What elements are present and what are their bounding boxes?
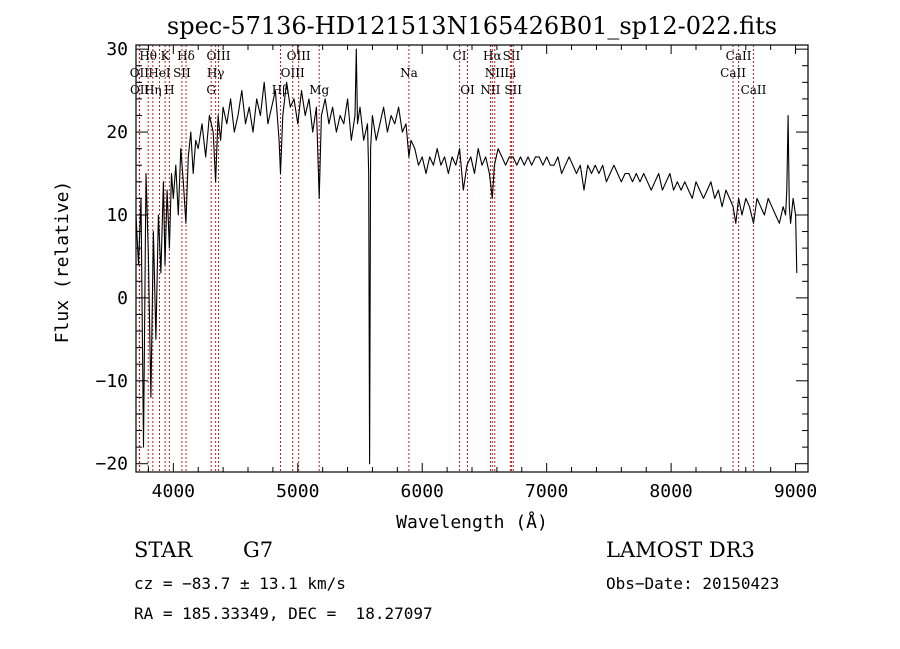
marker-label-17: CaII xyxy=(720,66,746,80)
y-tick-label-1: −10 xyxy=(95,371,128,392)
y-tick-label-4: 20 xyxy=(106,122,128,143)
marker-label-15: NII xyxy=(485,66,505,80)
coordinates: RA = 185.33349, DEC = 18.27097 xyxy=(134,604,433,623)
obs-date: Obs−Date: 20150423 xyxy=(606,574,780,593)
marker-label-19: Hη xyxy=(144,83,162,97)
object-subclass: G7 xyxy=(243,538,274,562)
x-tick-label-0: 4000 xyxy=(152,481,195,502)
marker-label-10: HeI xyxy=(148,66,171,80)
marker-label-0: Hθ xyxy=(139,49,157,63)
marker-label-20: H xyxy=(164,83,174,97)
marker-label-21: G xyxy=(206,83,216,97)
marker-label-24: OI xyxy=(460,83,475,97)
marker-label-2: Hδ xyxy=(177,49,195,63)
x-tick-label-1: 5000 xyxy=(276,481,319,502)
marker-label-8: CaII xyxy=(726,49,752,63)
x-tick-label-5: 9000 xyxy=(774,481,817,502)
axis-ticks: 4000 5000 6000 7000 8000 9000 −20 −10 0 10 20 30 xyxy=(95,39,817,502)
plot-frame xyxy=(135,44,809,473)
y-tick-label-2: 0 xyxy=(117,288,128,309)
marker-label-18: OII xyxy=(130,83,150,97)
object-class: STAR xyxy=(134,538,193,562)
y-tick-label-3: 10 xyxy=(106,205,128,226)
marker-label-6: Hα xyxy=(483,49,502,63)
x-tick-label-2: 6000 xyxy=(401,481,444,502)
marker-label-7: SII xyxy=(503,49,521,63)
marker-label-12: Hγ xyxy=(207,66,225,80)
marker-label-4: OIII xyxy=(287,49,311,63)
chart-title: spec-57136-HD121513N165426B01_sp12-022.f… xyxy=(167,12,777,40)
marker-label-27: CaII xyxy=(741,83,767,97)
marker-label-23: Mg xyxy=(309,83,329,97)
y-tick-label-0: −20 xyxy=(95,454,128,475)
x-tick-label-3: 7000 xyxy=(525,481,568,502)
marker-label-14: Na xyxy=(400,66,418,80)
marker-label-11: SII xyxy=(173,66,191,80)
marker-label-3: OIII xyxy=(206,49,230,63)
marker-label-26: SII xyxy=(504,83,522,97)
x-axis-label: Wavelength (Å) xyxy=(396,511,548,533)
x-tick-label-4: 8000 xyxy=(649,481,692,502)
marker-label-13: OIII xyxy=(281,66,305,80)
y-axis-label: Flux (relative) xyxy=(52,181,73,344)
marker-label-1: K xyxy=(161,49,171,63)
redshift-readout: cz = −83.7 ± 13.1 km/s xyxy=(134,574,346,593)
y-tick-label-5: 30 xyxy=(106,39,128,60)
marker-label-25: NII xyxy=(480,83,500,97)
marker-label-16: Li xyxy=(504,66,516,80)
spectrum-line xyxy=(135,48,798,465)
marker-label-5: CI xyxy=(453,49,467,63)
survey-name: LAMOST DR3 xyxy=(606,538,755,562)
